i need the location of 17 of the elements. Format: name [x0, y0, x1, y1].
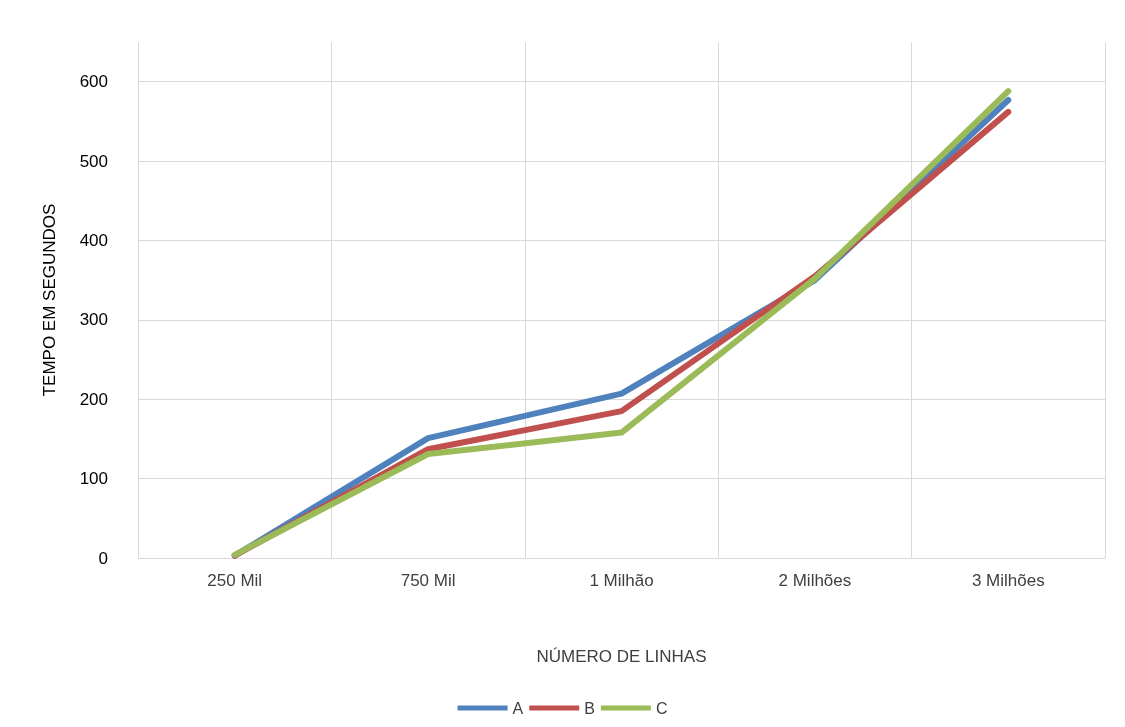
y-tick-label: 400	[79, 230, 108, 250]
y-tick-label: 500	[79, 151, 108, 171]
x-axis-title: NÚMERO DE LINHAS	[536, 647, 707, 666]
y-axis-title: TEMPO EM SEGUNDOS	[40, 203, 59, 397]
y-tick-label: 0	[98, 548, 108, 568]
legend-label: B	[584, 699, 595, 717]
x-tick-label: 750 Mil	[400, 571, 456, 590]
y-tick-label: 300	[79, 310, 108, 330]
y-tick-label: 600	[79, 72, 108, 92]
y-tick-label: 200	[79, 389, 108, 409]
x-tick-label: 2 Milhões	[778, 571, 852, 590]
legend-label: A	[512, 699, 524, 717]
x-tick-label: 3 Milhões	[971, 571, 1045, 590]
legend-label: C	[655, 699, 668, 717]
x-tick-label: 250 Mil	[207, 571, 263, 590]
x-tick-label: 1 Milhão	[589, 571, 654, 590]
y-tick-label: 100	[79, 469, 108, 489]
